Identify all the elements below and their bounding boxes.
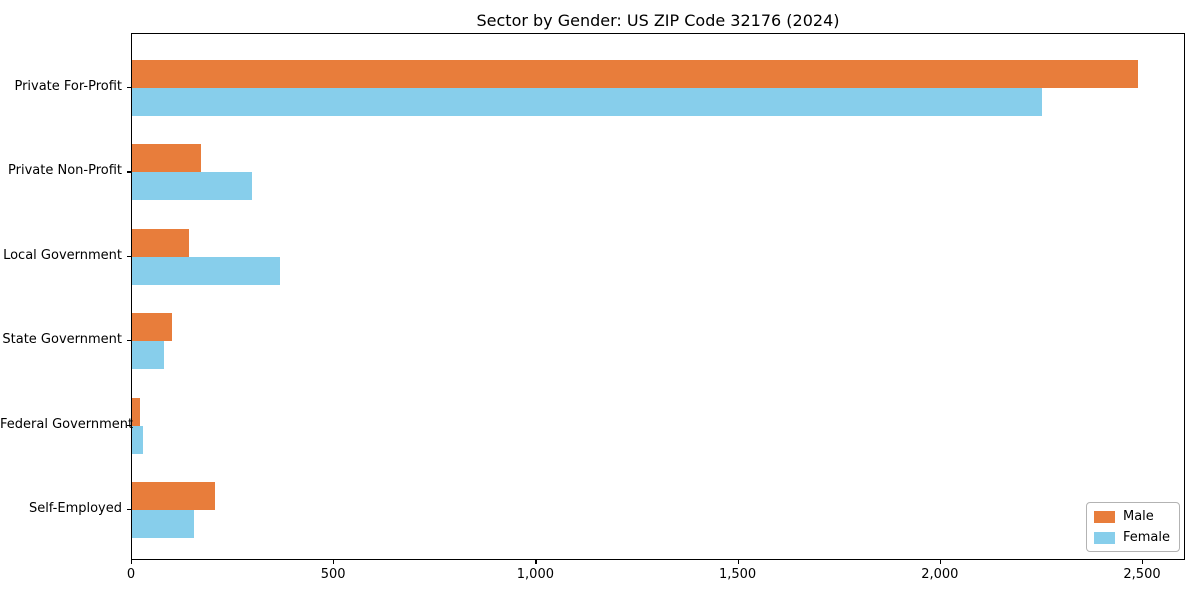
- bar-male-private-for-profit: [132, 60, 1139, 88]
- bar-female-local-government: [132, 256, 280, 285]
- bar-male-federal-government: [132, 397, 141, 426]
- legend-swatch-male: [1093, 510, 1115, 523]
- ytick-mark: [127, 509, 131, 511]
- ytick-mark: [127, 340, 131, 342]
- xtick-mark: [939, 560, 941, 564]
- ytick-mark: [127, 424, 131, 426]
- ytick-mark: [127, 87, 131, 89]
- bar-male-state-government: [132, 313, 173, 342]
- legend-entry-female: Female: [1093, 530, 1170, 545]
- chart-title: Sector by Gender: US ZIP Code 32176 (202…: [476, 11, 840, 30]
- plot-area: Male Female: [131, 33, 1185, 560]
- ytick-label-private-non-profit: Private Non-Profit: [8, 163, 122, 179]
- xtick-mark: [535, 560, 537, 564]
- xtick-label-1000: 1,000: [516, 567, 554, 582]
- bar-female-private-non-profit: [132, 172, 253, 201]
- xtick-label-0: 0: [126, 567, 136, 582]
- xtick-mark: [1142, 560, 1144, 564]
- legend-swatch-female: [1093, 531, 1115, 544]
- xtick-label-500: 500: [320, 567, 346, 582]
- ytick-label-local-government: Local Government: [3, 247, 122, 263]
- ytick-label-self-employed: Self-Employed: [28, 501, 122, 516]
- bar-male-self-employed: [132, 482, 215, 510]
- bar-female-state-government: [132, 341, 165, 370]
- bar-male-local-government: [132, 228, 189, 257]
- legend-label-female: Female: [1122, 530, 1170, 545]
- ytick-label-state-government: State Government: [2, 332, 122, 348]
- bar-female-private-for-profit: [132, 88, 1042, 116]
- xtick-label-2500: 2,500: [1123, 567, 1161, 582]
- legend-label-male: Male: [1122, 509, 1154, 524]
- xtick-label-2000: 2,000: [921, 567, 959, 582]
- ytick-mark: [127, 255, 131, 257]
- legend-entry-male: Male: [1093, 509, 1170, 524]
- legend: Male Female: [1085, 502, 1180, 552]
- ytick-mark: [127, 171, 131, 173]
- ytick-label-private-for-profit: Private For-Profit: [14, 79, 122, 94]
- bar-male-private-non-profit: [132, 144, 201, 173]
- xtick-label-1500: 1,500: [718, 567, 757, 582]
- xtick-mark: [131, 560, 133, 564]
- xtick-mark: [333, 560, 335, 564]
- ytick-label-federal-government: Federal Government: [0, 416, 134, 432]
- xtick-mark: [737, 560, 739, 564]
- bar-female-federal-government: [132, 425, 143, 454]
- bar-female-self-employed: [132, 510, 194, 538]
